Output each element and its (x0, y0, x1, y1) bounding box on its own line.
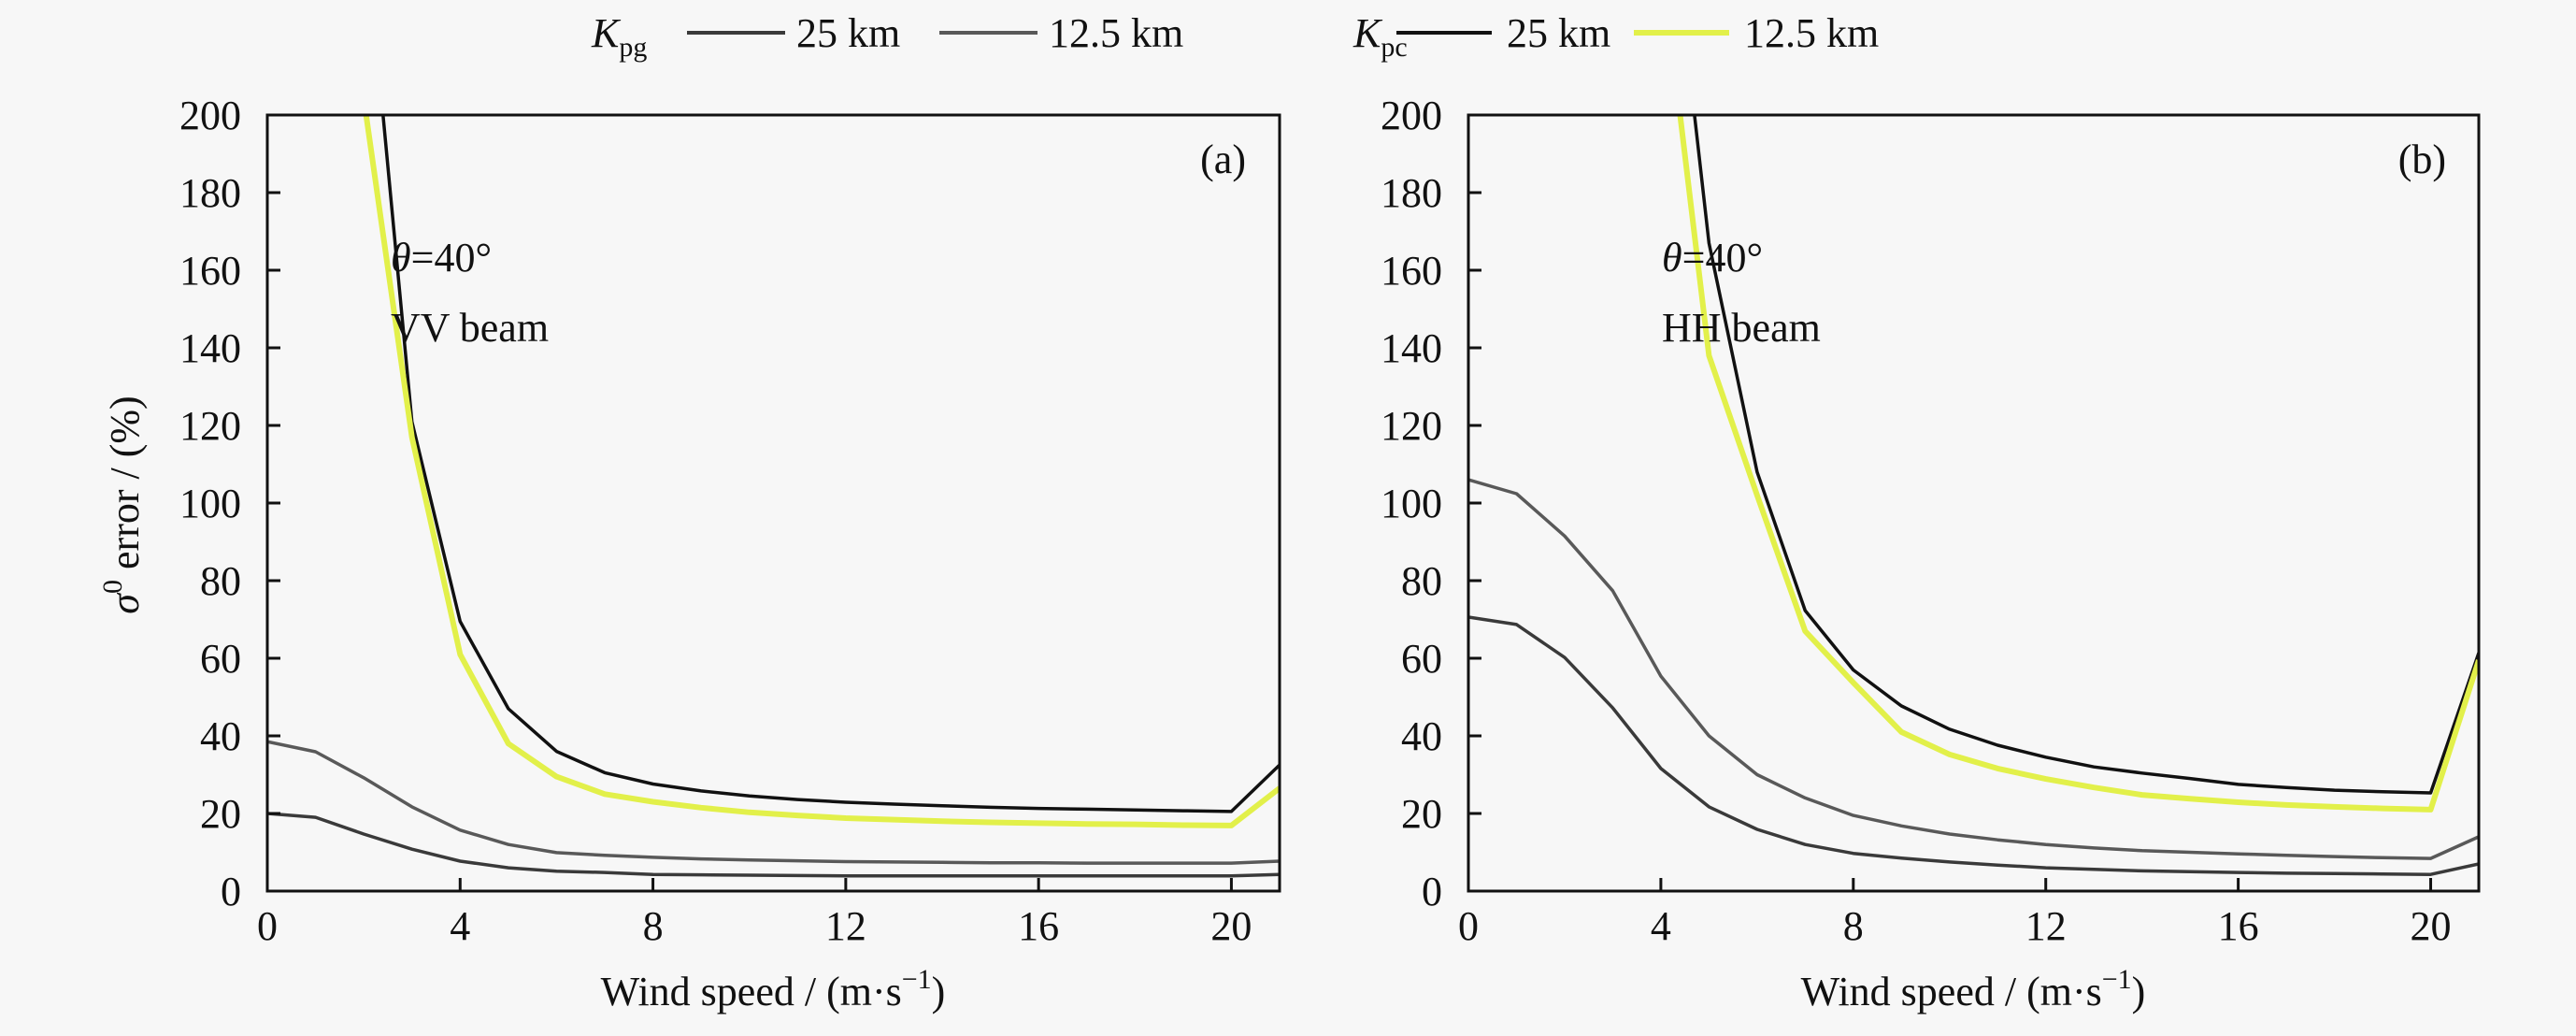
y-tick-label: 40 (1401, 713, 1442, 759)
x-tick-label: 4 (450, 903, 470, 949)
angle-annotation-a: θ=40° (391, 235, 492, 281)
panel-a: Kpg 25 km 12.5 km 0 4 8 12 16 200204060801001… (97, 10, 1281, 1014)
y-tick-label: 180 (1381, 170, 1442, 216)
x-axis-label-a: Wind speed / (m·s−1) (601, 964, 946, 1014)
y-tick-label: 180 (179, 170, 241, 216)
x-tick-label: 0 (257, 903, 278, 949)
x-tick-label: 8 (643, 903, 664, 949)
legend-b: Kpc 25 km 12.5 km (1352, 10, 1879, 63)
x-label-close: ) (932, 969, 946, 1014)
series-line-kpg-12-5-km (267, 740, 1280, 865)
angle-value: =40° (1682, 235, 1763, 281)
x-label-text: Wind speed / (m·s (1801, 969, 2102, 1014)
theta-symbol: θ (391, 235, 411, 281)
y-tick-label: 160 (179, 248, 241, 294)
series-line-kpc-12-5-km (1677, 115, 2479, 813)
x-tick-label: 16 (2218, 903, 2259, 949)
axes-frame-b (1467, 113, 2481, 893)
panel-label-b: (b) (2398, 137, 2446, 182)
y-tick-label: 20 (1401, 791, 1442, 837)
legend-label-25km: 25 km (796, 10, 900, 56)
panel-b: Kpc 25 km 12.5 km 0 4 8 12 16 200204060801001… (1352, 10, 2481, 1014)
x-tick-label: 20 (2411, 903, 2452, 949)
legend-symbol-sub: pg (619, 32, 647, 63)
y-tick-label: 140 (1381, 325, 1442, 371)
y-tick-label: 60 (1401, 636, 1442, 682)
x-tick-label: 12 (2025, 903, 2067, 949)
angle-annotation-b: θ=40° (1662, 235, 1763, 281)
plot-area-b (1468, 115, 2479, 876)
sigma-symbol: σ (102, 592, 148, 614)
x-tick-label: 20 (1210, 903, 1252, 949)
legend-label-25km: 25 km (1507, 10, 1610, 56)
x-label-sup: −1 (902, 964, 932, 995)
legend-a: Kpg 25 km 12.5 km (591, 10, 1183, 63)
legend-symbol-b: Kpc (1352, 10, 1408, 63)
y-tick-label: 100 (179, 481, 241, 526)
legend-symbol-sub: pc (1381, 32, 1407, 63)
series-line-kpg-25-km (267, 812, 1280, 878)
x-label-text: Wind speed / (m·s (601, 969, 902, 1014)
axes-frame-a (265, 113, 1281, 893)
y-tick-label: 80 (200, 558, 241, 604)
y-tick-label: 100 (1381, 481, 1442, 526)
y-tick-label: 160 (1381, 248, 1442, 294)
legend-symbol-a: Kpg (591, 10, 647, 63)
beam-annotation-a: VV beam (391, 305, 549, 351)
x-tick-label: 12 (825, 903, 866, 949)
plot-area-a (267, 115, 1280, 878)
series-line-kpc-12-5-km (363, 115, 1280, 828)
series-line-kpc-25-km (381, 115, 1280, 813)
y-tick-label: 80 (1401, 558, 1442, 604)
y-label-text: error / (%) (102, 396, 148, 580)
y-tick-label: 200 (1381, 93, 1442, 138)
legend-label-12-5km: 12.5 km (1744, 10, 1879, 56)
y-tick-label: 60 (200, 636, 241, 682)
series-line-kpg-12-5-km (1468, 478, 2479, 860)
x-tick-label: 16 (1018, 903, 1059, 949)
series-line-kpc-25-km (1693, 115, 2479, 795)
theta-symbol: θ (1662, 235, 1682, 281)
legend-label-12-5km: 12.5 km (1049, 10, 1183, 56)
x-label-close: ) (2132, 969, 2146, 1014)
y-tick-label: 120 (1381, 403, 1442, 449)
angle-value: =40° (411, 235, 492, 281)
y-tick-label: 0 (221, 869, 241, 914)
x-tick-label: 8 (1843, 903, 1864, 949)
y-tick-label: 200 (179, 93, 241, 138)
x-axis-label-b: Wind speed / (m·s−1) (1801, 964, 2146, 1014)
series-line-kpg-25-km (1468, 615, 2479, 876)
y-tick-label: 0 (1422, 869, 1442, 914)
x-tick-label: 0 (1458, 903, 1479, 949)
legend-symbol-main: K (1352, 10, 1383, 56)
y-tick-label: 40 (200, 713, 241, 759)
beam-annotation-b: HH beam (1662, 305, 1821, 351)
y-tick-label: 120 (179, 403, 241, 449)
y-tick-label: 140 (179, 325, 241, 371)
x-label-sup: −1 (2102, 964, 2132, 995)
y-tick-label: 20 (200, 791, 241, 837)
panel-label-a: (a) (1200, 137, 1246, 182)
x-tick-label: 4 (1651, 903, 1671, 949)
y-axis-label: σ0 error / (%) (97, 396, 148, 613)
legend-symbol-main: K (591, 10, 622, 56)
y-label-sup: 0 (97, 580, 128, 594)
